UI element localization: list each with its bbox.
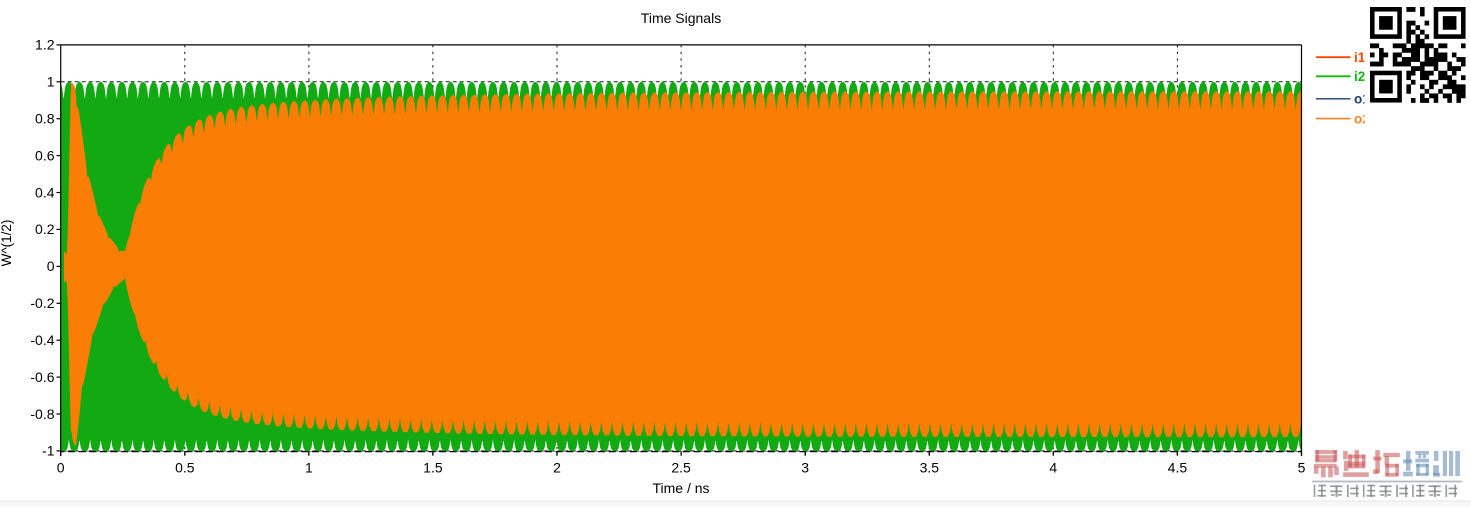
svg-text:5: 5: [1298, 460, 1306, 476]
svg-text:-0.8: -0.8: [30, 406, 54, 422]
svg-text:0.2: 0.2: [35, 221, 55, 237]
svg-text:4: 4: [1049, 460, 1057, 476]
svg-text:-0.2: -0.2: [30, 295, 54, 311]
svg-text:i2: i2: [1354, 69, 1365, 84]
svg-text:0.6: 0.6: [35, 147, 55, 163]
svg-text:3: 3: [801, 460, 809, 476]
svg-text:0: 0: [57, 460, 65, 476]
svg-text:1.2: 1.2: [35, 37, 55, 53]
svg-text:3.5: 3.5: [920, 460, 940, 476]
svg-text:0.5: 0.5: [175, 460, 195, 476]
svg-text:2: 2: [553, 460, 561, 476]
svg-text:-0.6: -0.6: [30, 369, 54, 385]
svg-text:1: 1: [47, 74, 55, 90]
svg-text:0.4: 0.4: [35, 184, 55, 200]
svg-text:0.8: 0.8: [35, 111, 55, 127]
svg-text:1: 1: [305, 460, 313, 476]
svg-text:-0.4: -0.4: [30, 332, 54, 348]
svg-text:W^(1/2): W^(1/2): [0, 220, 14, 267]
svg-text:Time / ns: Time / ns: [652, 480, 709, 496]
svg-text:4.5: 4.5: [1168, 460, 1188, 476]
svg-text:-1: -1: [42, 443, 55, 459]
svg-text:0: 0: [47, 258, 55, 274]
svg-text:1.5: 1.5: [423, 460, 443, 476]
svg-text:i1: i1: [1354, 50, 1366, 65]
svg-text:Time Signals: Time Signals: [641, 10, 721, 26]
svg-text:2.5: 2.5: [671, 460, 691, 476]
